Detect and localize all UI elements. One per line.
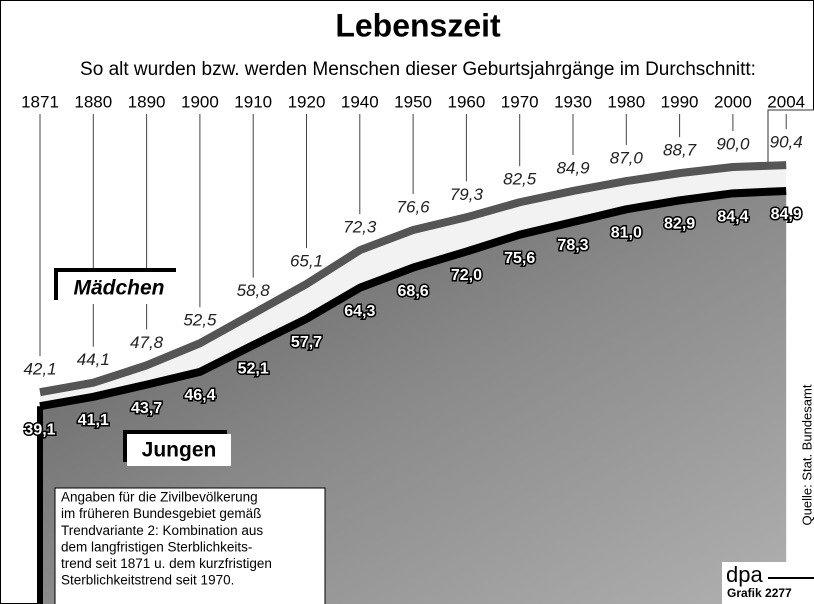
boys-value-label: 64,3 [344,303,375,320]
note-line: im früheren Bundesgebiet gemäß [61,506,261,521]
girls-value-label: 44,1 [77,350,110,369]
girls-value-label: 47,8 [130,333,164,352]
girls-value-label: 84,9 [556,158,590,177]
x-tick-label: 1930 [554,92,592,111]
note-line: Sterblichkeitstrend seit 1970. [61,573,234,588]
x-tick-label: 1960 [447,92,485,111]
x-tick-label: 2000 [714,92,752,111]
chart-title: Lebenszeit [335,7,501,43]
note-line: Trendvariante 2: Kombination aus [61,523,263,538]
girls-value-label: 90,4 [770,133,803,152]
x-tick-label: 1980 [607,92,645,111]
legend-label: Jungen [142,439,217,462]
boys-value-label: 78,3 [557,237,588,254]
boys-value-label: 41,1 [78,412,109,429]
x-tick-label: 1900 [181,92,219,111]
x-tick-label: 1880 [74,92,112,111]
girls-value-label: 82,5 [503,170,537,189]
chart: Lebenszeit So alt wurden bzw. werden Men… [0,0,814,604]
x-tick-label: 1990 [661,92,699,111]
boys-value-label: 57,7 [291,334,322,351]
girls-value-label: 58,8 [237,281,271,300]
x-tick-label: 1940 [341,92,379,111]
boys-value-label: 43,7 [131,400,162,417]
graphic-id: Grafik 2277 [727,586,792,600]
source: Quelle: Stat. Bundesamt [799,384,814,525]
x-tick-label: 1910 [234,92,272,111]
note-line: Angaben für die Zivilbevölkerung [61,490,258,505]
girls-value-label: 79,3 [450,185,484,204]
girls-value-label: 42,1 [23,360,56,379]
chart-subtitle: So alt wurden bzw. werden Menschen diese… [80,59,756,80]
note-line: dem langfristigen Sterblichkeits- [61,539,252,554]
page: {"chart_data": {"type": "line", "title":… [0,0,814,604]
x-tick-label: 1871 [21,92,59,111]
girls-value-label: 76,6 [397,197,431,216]
girls-value-label: 87,0 [610,149,644,168]
boys-value-label: 84,9 [771,206,802,223]
girls-value-label: 72,3 [343,218,377,237]
note-line: trend seit 1871 u. dem kurzfristigen [61,556,272,571]
boys-value-label: 72,0 [451,267,482,284]
girls-value-label: 88,7 [663,141,697,160]
x-tick-label: 1970 [501,92,539,111]
boys-value-label: 81,0 [611,225,642,242]
boys-value-label: 68,6 [398,283,429,300]
x-tick-label: 1920 [288,92,326,111]
girls-value-label: 65,1 [290,252,323,271]
boys-value-label: 52,1 [238,360,269,377]
credit: dpa [726,562,763,587]
legend-label: Mädchen [73,277,164,300]
boys-value-label: 75,6 [504,250,535,267]
boys-value-label: 84,4 [717,209,748,226]
girls-value-label: 90,0 [716,134,750,153]
girls-value-label: 52,5 [183,311,217,330]
boys-value-label: 39,1 [24,421,55,438]
boys-value-label: 46,4 [184,387,215,404]
x-tick-label: 1890 [128,92,166,111]
x-tick-label: 2004 [767,92,805,111]
boys-value-label: 82,9 [664,216,695,233]
x-tick-label: 1950 [394,92,432,111]
